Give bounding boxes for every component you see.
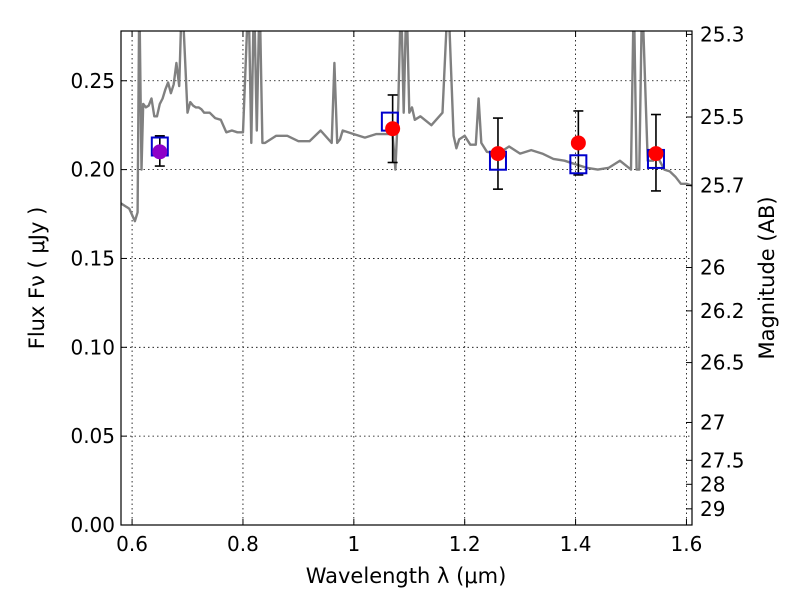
y2-tick-label: 29 (700, 497, 725, 521)
x-tick-label: 1.4 (560, 532, 592, 556)
observed-point (385, 121, 401, 137)
y-axis-label: Flux Fν ( μJy ) (25, 207, 49, 350)
y2-tick-label: 25.3 (700, 22, 745, 46)
y2-tick-label: 26 (700, 256, 725, 280)
tick-layer: 0.6 0.8 1 1.2 1.4 1.6 0.00 0.05 0.10 0.15 0.20 0.25… (70, 22, 744, 556)
plot-frame (120, 30, 693, 526)
x-tick-label: 0.8 (227, 532, 259, 556)
x-tick-label: 1.6 (671, 532, 703, 556)
y2-tick-label: 27 (700, 410, 725, 434)
grid (121, 31, 692, 526)
observed-point (152, 144, 168, 160)
model-points-layer (150, 111, 665, 175)
y2-tick-label: 25.7 (700, 174, 745, 198)
y2-tick-label: 25.5 (700, 105, 745, 129)
y-tick-label: 0.00 (70, 513, 115, 537)
observed-point (570, 135, 586, 151)
x-tick-label: 1 (347, 532, 360, 556)
observed-point (648, 146, 664, 162)
y2-tick-label: 28 (700, 472, 725, 496)
y2-tick-label: 27.5 (700, 448, 745, 472)
spectrum-line (121, 31, 692, 223)
x-tick-label: 1.2 (449, 532, 481, 556)
observed-points-layer (152, 121, 664, 162)
y-tick-label: 0.05 (70, 424, 115, 448)
y2-axis-label: Magnitude (AB) (755, 196, 779, 359)
y-tick-label: 0.15 (70, 246, 115, 270)
x-axis-label: Wavelength λ (μm) (306, 564, 507, 588)
y2-tick-label: 26.5 (700, 351, 745, 375)
observed-point (490, 146, 506, 162)
model-spectrum-layer (121, 31, 692, 223)
y-tick-label: 0.20 (70, 158, 115, 182)
x-tick-label: 0.6 (116, 532, 148, 556)
y-tick-label: 0.10 (70, 335, 115, 359)
model-point (569, 154, 588, 175)
y2-tick-label: 26.2 (700, 299, 745, 323)
y-tick-label: 0.25 (70, 69, 115, 93)
